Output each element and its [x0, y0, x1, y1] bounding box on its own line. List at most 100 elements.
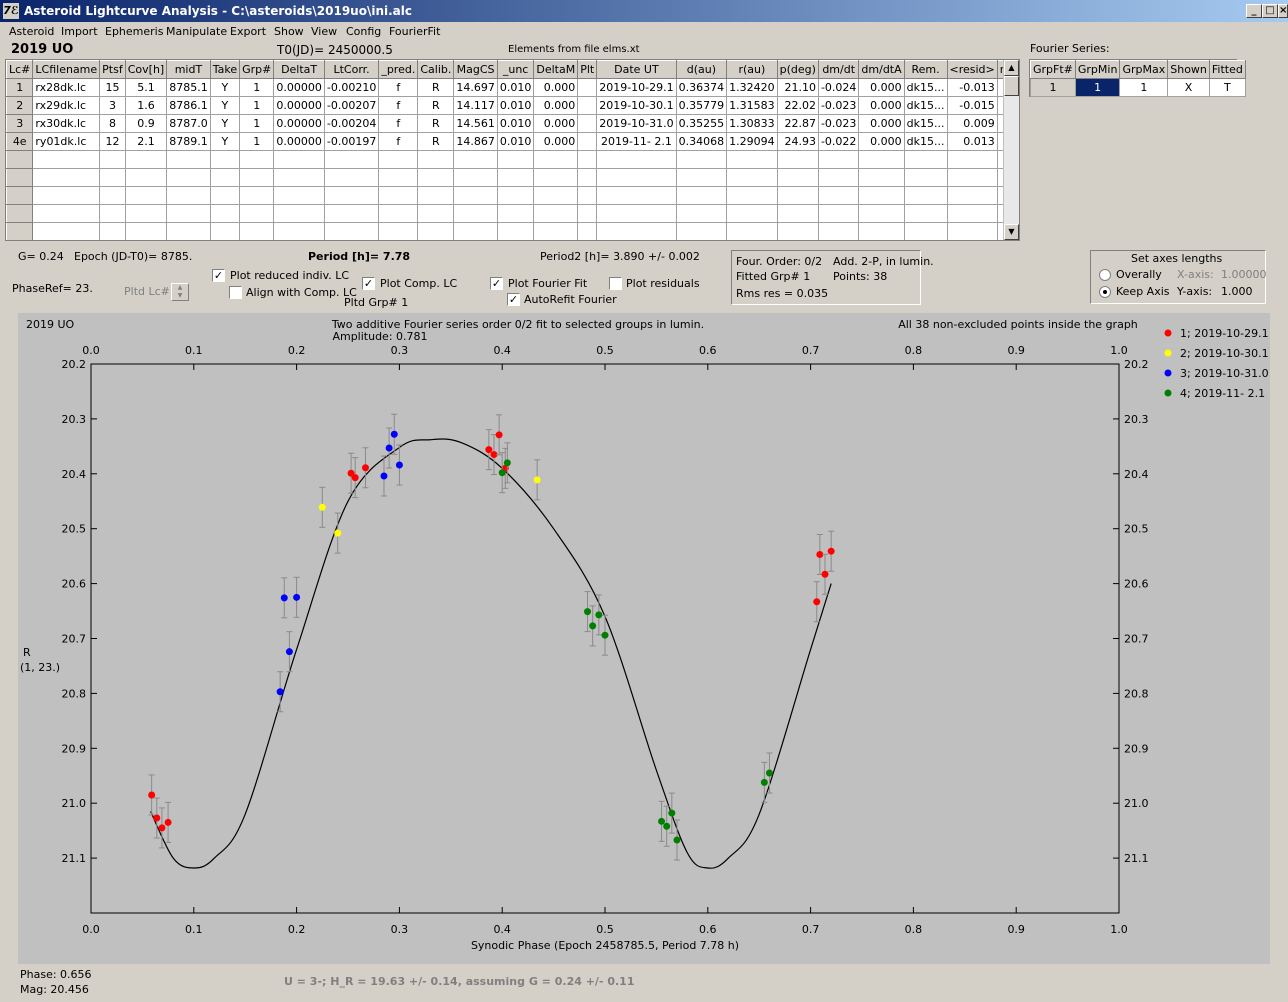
- table-cell[interactable]: 1: [239, 96, 275, 115]
- table-cell[interactable]: Y: [209, 96, 241, 115]
- empty-row[interactable]: [6, 150, 1019, 169]
- table-cell[interactable]: dk15...: [903, 96, 948, 115]
- table-cell[interactable]: 0.000: [858, 78, 905, 97]
- fourier-column-header[interactable]: GrpMin: [1074, 60, 1121, 79]
- table-cell[interactable]: Y: [209, 132, 241, 151]
- table-cell[interactable]: R: [417, 132, 455, 151]
- maximize-button[interactable]: □: [1262, 4, 1278, 18]
- table-cell[interactable]: -0.00207: [323, 96, 380, 115]
- empty-row[interactable]: [6, 204, 1019, 223]
- menu-view[interactable]: View: [311, 25, 338, 38]
- table-cell[interactable]: 14.561: [453, 114, 498, 133]
- data-point[interactable]: [395, 461, 403, 469]
- table-cell[interactable]: [577, 78, 598, 97]
- data-point[interactable]: [533, 476, 541, 484]
- table-row[interactable]: 2 rx29dk.lc 3 1.6 8786.1 Y 1 0.00000 -0.00207 f R 1…: [6, 96, 1019, 115]
- table-cell[interactable]: ry01dk.lc: [32, 132, 101, 151]
- table-cell[interactable]: 8787.0: [166, 114, 211, 133]
- table-cell[interactable]: 12: [99, 132, 126, 151]
- table-cell[interactable]: dk15...: [903, 114, 948, 133]
- column-header[interactable]: dm/dt: [817, 60, 860, 79]
- data-point[interactable]: [390, 430, 398, 438]
- table-cell[interactable]: 1.32420: [726, 78, 778, 97]
- data-point[interactable]: [584, 608, 592, 616]
- table-cell[interactable]: 0.35779: [675, 96, 728, 115]
- close-button[interactable]: ×: [1278, 4, 1288, 18]
- overall-radio[interactable]: [1099, 269, 1111, 281]
- table-cell[interactable]: 2019-10-30.1: [596, 96, 677, 115]
- lightcurve-chart[interactable]: 0.0 0.0 0.1 0.1 0.2 0.2 0.3 0.3 0.4 0.4 0.5 0.5 0.6 0…: [18, 313, 1270, 964]
- table-scrollbar[interactable]: ▲ ▼: [1003, 60, 1019, 240]
- data-point[interactable]: [498, 469, 506, 477]
- data-point[interactable]: [380, 472, 388, 480]
- table-cell[interactable]: 0.010: [496, 114, 535, 133]
- data-point[interactable]: [658, 817, 666, 825]
- table-cell[interactable]: 0.00000: [273, 114, 325, 133]
- table-cell[interactable]: 8785.1: [166, 78, 211, 97]
- fourier-column-header[interactable]: Shown: [1167, 60, 1210, 79]
- column-header[interactable]: r(au): [726, 60, 778, 79]
- column-header[interactable]: dm/dtA: [858, 60, 905, 79]
- column-header[interactable]: Lc#: [6, 60, 34, 79]
- plot-reduced-checkbox[interactable]: ✓: [212, 269, 225, 282]
- table-cell[interactable]: 24.93: [776, 132, 819, 151]
- data-point[interactable]: [765, 769, 773, 777]
- table-cell[interactable]: 0.000: [533, 114, 579, 133]
- table-cell[interactable]: dk15...: [903, 78, 948, 97]
- table-cell[interactable]: 2019-10-29.1: [596, 78, 677, 97]
- table-cell[interactable]: 14.697: [453, 78, 498, 97]
- empty-row[interactable]: [6, 222, 1019, 240]
- column-header[interactable]: Date UT: [596, 60, 677, 79]
- table-cell[interactable]: -0.00197: [323, 132, 380, 151]
- table-cell[interactable]: 1: [239, 78, 275, 97]
- table-cell[interactable]: f: [378, 132, 419, 151]
- table-cell[interactable]: 15: [99, 78, 126, 97]
- table-cell[interactable]: 8: [99, 114, 126, 133]
- table-cell[interactable]: dk15...: [903, 132, 948, 151]
- column-header[interactable]: Calib.: [417, 60, 455, 79]
- fourier-cell[interactable]: 1: [1119, 78, 1169, 97]
- table-cell[interactable]: [577, 96, 598, 115]
- data-point[interactable]: [164, 818, 172, 826]
- data-point[interactable]: [158, 824, 166, 832]
- fourier-column-header[interactable]: Fitted: [1208, 60, 1246, 79]
- table-cell[interactable]: 21.10: [776, 78, 819, 97]
- table-cell[interactable]: Y: [209, 78, 241, 97]
- table-cell[interactable]: 0.35255: [675, 114, 728, 133]
- column-header[interactable]: _unc: [496, 60, 535, 79]
- data-point[interactable]: [813, 598, 821, 606]
- plot-residuals-checkbox[interactable]: [609, 277, 622, 290]
- data-point[interactable]: [673, 836, 681, 844]
- table-cell[interactable]: 1: [6, 78, 34, 97]
- table-cell[interactable]: [577, 114, 598, 133]
- column-header[interactable]: _pred.: [378, 60, 419, 79]
- table-cell[interactable]: R: [417, 78, 455, 97]
- table-cell[interactable]: 3: [6, 114, 34, 133]
- table-cell[interactable]: 0.000: [858, 132, 905, 151]
- table-cell[interactable]: f: [378, 96, 419, 115]
- table-cell[interactable]: 1.31583: [726, 96, 778, 115]
- table-row[interactable]: 3 rx30dk.lc 8 0.9 8787.0 Y 1 0.00000 -0.00204 f R 1…: [6, 114, 1019, 133]
- data-point[interactable]: [280, 594, 288, 602]
- table-cell[interactable]: f: [378, 78, 419, 97]
- column-header[interactable]: Rem.: [903, 60, 948, 79]
- data-point[interactable]: [334, 529, 342, 537]
- menu-fourierfit[interactable]: FourierFit: [389, 25, 441, 38]
- scroll-up-arrow[interactable]: ▲: [1004, 60, 1019, 76]
- table-cell[interactable]: 22.02: [776, 96, 819, 115]
- column-header[interactable]: Ptsf: [99, 60, 126, 79]
- table-cell[interactable]: -0.022: [817, 132, 860, 151]
- table-cell[interactable]: -0.00210: [323, 78, 380, 97]
- table-cell[interactable]: 8789.1: [166, 132, 211, 151]
- table-cell[interactable]: 2019-11- 2.1: [596, 132, 677, 151]
- table-cell[interactable]: 14.117: [453, 96, 498, 115]
- table-cell[interactable]: 0.34068: [675, 132, 728, 151]
- minimize-button[interactable]: _: [1246, 4, 1262, 18]
- column-header[interactable]: Cov[h]: [124, 60, 168, 79]
- empty-row[interactable]: [6, 186, 1019, 205]
- data-point[interactable]: [663, 822, 671, 830]
- fourier-cell[interactable]: 1: [1074, 78, 1121, 97]
- table-cell[interactable]: 3: [99, 96, 126, 115]
- column-header[interactable]: Take: [209, 60, 241, 79]
- data-point[interactable]: [485, 446, 493, 454]
